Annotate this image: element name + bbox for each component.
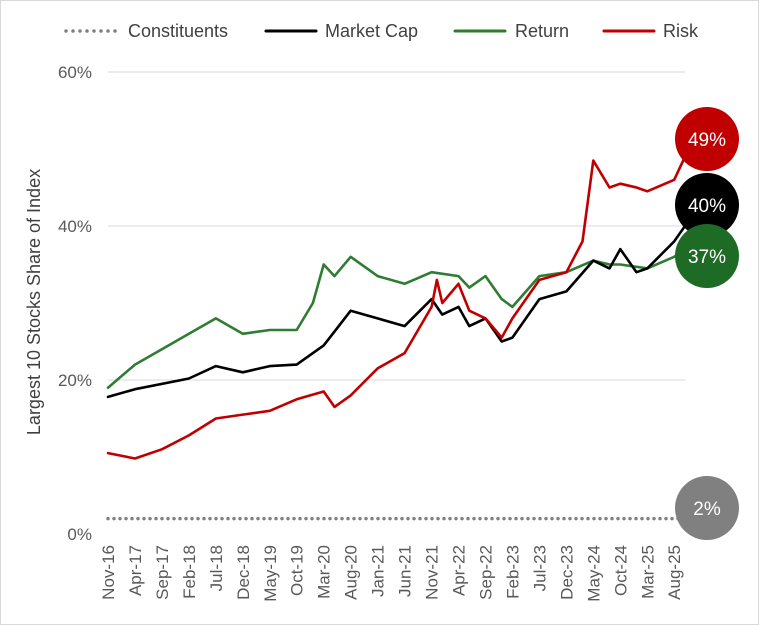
x-tick-label: Nov-21 xyxy=(423,545,442,600)
gridlines xyxy=(108,71,685,381)
legend-label-risk: Risk xyxy=(663,21,699,41)
end-label-market-cap: 40% xyxy=(688,196,726,217)
end-bubble-market-cap xyxy=(675,173,739,237)
end-bubble-constituents xyxy=(675,476,739,540)
x-tick-label: Oct-24 xyxy=(611,545,630,596)
x-tick-label: Dec-18 xyxy=(234,545,253,600)
legend-label-market-cap: Market Cap xyxy=(325,21,418,41)
end-value-labels: 49% 40% 37% 2% xyxy=(675,107,739,540)
x-tick-label: Mar-20 xyxy=(315,545,334,599)
series-lines xyxy=(106,155,687,521)
x-tick-label: Apr-17 xyxy=(126,545,145,596)
x-tick-label: Aug-20 xyxy=(342,545,361,600)
x-tick-label: May-24 xyxy=(584,545,603,602)
x-tick-label: Jan-21 xyxy=(369,545,388,597)
end-label-risk: 49% xyxy=(688,130,726,151)
end-label-constituents: 2% xyxy=(693,499,721,520)
x-tick-label: Apr-22 xyxy=(450,545,469,596)
x-tick-label: Sep-17 xyxy=(153,545,172,600)
x-tick-label: Jul-18 xyxy=(207,545,226,591)
x-tick-label: Feb-18 xyxy=(180,545,199,599)
series-line-market-cap xyxy=(106,224,687,399)
y-axis-ticks: 0% 20% 40% 60% xyxy=(58,63,92,544)
end-label-return: 37% xyxy=(688,247,726,268)
x-tick-label: Jun-21 xyxy=(396,545,415,597)
x-tick-label: Nov-16 xyxy=(99,545,118,600)
x-axis-ticks: Nov-16 Apr-17 Sep-17 Feb-18 Jul-18 Dec-18 May-… xyxy=(99,545,684,602)
y-tick-label: 60% xyxy=(58,63,92,82)
y-axis-label: Largest 10 Stocks Share of Index xyxy=(24,169,44,435)
y-tick-label: 20% xyxy=(58,371,92,390)
x-tick-label: Sep-22 xyxy=(476,545,495,600)
legend: Constituents Market Cap Return Risk xyxy=(64,21,699,41)
x-tick-label: Jul-23 xyxy=(530,545,549,591)
series-line-risk xyxy=(106,155,687,460)
y-tick-label: 0% xyxy=(67,525,92,544)
x-tick-label: Feb-23 xyxy=(503,545,522,599)
x-tick-label: Oct-19 xyxy=(288,545,307,596)
x-tick-label: May-19 xyxy=(261,545,280,602)
series-line-return xyxy=(106,247,687,390)
end-bubble-risk xyxy=(675,107,739,171)
x-tick-label: Mar-25 xyxy=(638,545,657,599)
legend-label-constituents: Constituents xyxy=(128,21,228,41)
x-tick-label: Dec-23 xyxy=(557,545,576,600)
legend-label-return: Return xyxy=(515,21,569,41)
end-bubble-return xyxy=(675,224,739,288)
y-tick-label: 40% xyxy=(58,217,92,236)
x-tick-label: Aug-25 xyxy=(665,545,684,600)
